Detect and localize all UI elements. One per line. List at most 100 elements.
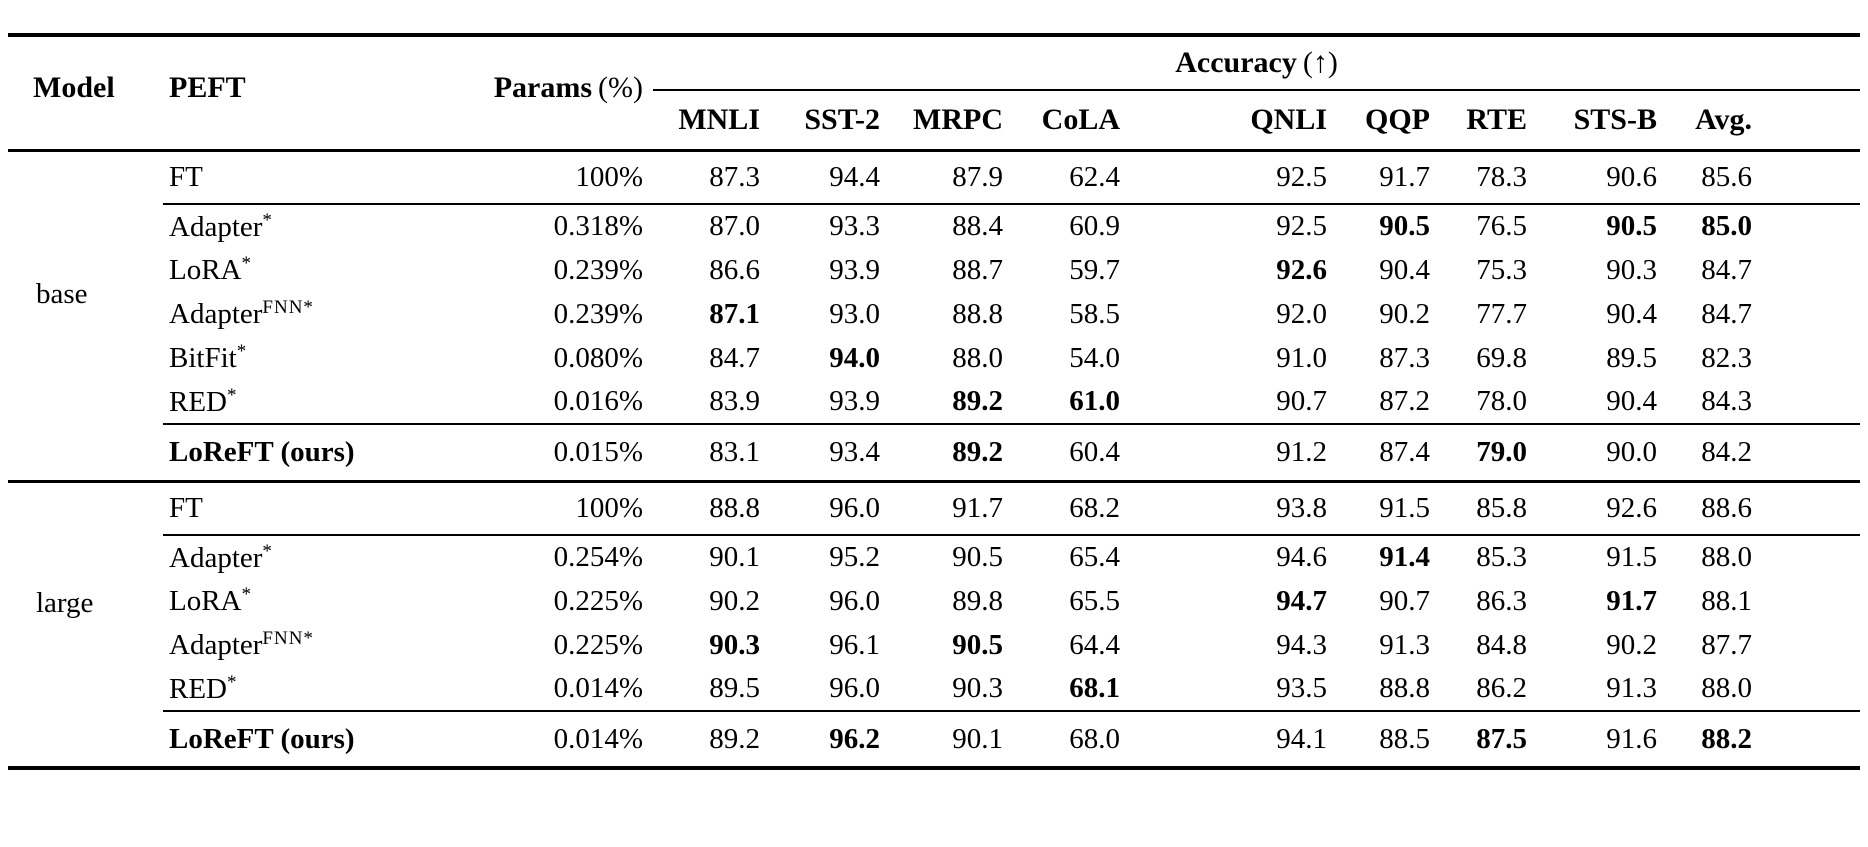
score-cell: 87.3 bbox=[1379, 341, 1430, 374]
score-cell: 68.1 bbox=[1069, 672, 1120, 705]
params-value: 0.014% bbox=[408, 710, 653, 770]
score-cell: 76.5 bbox=[1476, 210, 1527, 243]
params-value: 0.318% bbox=[553, 210, 643, 243]
score-cell: 62.4 bbox=[1021, 150, 1138, 205]
column-header-sst2: SST-2 bbox=[778, 90, 898, 152]
score-cell: 60.4 bbox=[1021, 423, 1138, 483]
results-table: Model PEFT Params (%) Accuracy (↑) MNLI SS… bbox=[8, 33, 1861, 770]
table-row: Adapter* 0.254% 90.1 95.2 90.5 65.4 94.6 91.4 85… bbox=[8, 535, 1860, 579]
peft-method-name: Adapter* bbox=[169, 209, 273, 243]
peft-method-name: FT bbox=[163, 150, 408, 205]
score-cell: 90.6 bbox=[1545, 150, 1675, 205]
superscript-marker: * bbox=[241, 584, 252, 606]
score-cell: 84.7 bbox=[1701, 253, 1753, 286]
header-row-top: Model PEFT Params (%) Accuracy (↑) bbox=[8, 35, 1861, 152]
score-cell: 91.2 bbox=[1138, 423, 1345, 483]
params-unit: (%) bbox=[598, 71, 643, 104]
params-value: 0.014% bbox=[553, 672, 643, 705]
score-cell: 91.7 bbox=[898, 481, 1021, 536]
superscript-marker: * bbox=[227, 384, 238, 406]
peft-method-name: RED* bbox=[169, 671, 238, 705]
score-cell: 91.4 bbox=[1379, 541, 1430, 574]
superscript-marker: * bbox=[227, 671, 238, 693]
score-cell: 90.5 bbox=[952, 628, 1003, 661]
score-cell: 91.7 bbox=[1606, 584, 1657, 617]
score-cell: 68.2 bbox=[1021, 481, 1138, 536]
score-cell: 94.0 bbox=[829, 341, 880, 374]
column-header-qqp: QQP bbox=[1345, 90, 1448, 152]
score-cell: 68.0 bbox=[1021, 710, 1138, 770]
superscript-marker: FNN* bbox=[262, 628, 314, 650]
score-cell: 90.2 bbox=[1606, 628, 1657, 661]
score-cell: 96.1 bbox=[829, 628, 880, 661]
superscript-marker: * bbox=[262, 540, 273, 562]
header-row-tasks: MNLI SST-2 MRPC CoLA QNLI QQP RTE STS-B … bbox=[8, 90, 1861, 152]
table-row: BitFit* 0.080% 84.7 94.0 88.0 54.0 91.0 87.3 69.… bbox=[8, 336, 1860, 380]
peft-method-name: AdapterFNN* bbox=[169, 628, 314, 662]
table-body: base FT 100% 87.3 94.4 87.9 62.4 92.5 91.7 78.3 90… bbox=[8, 150, 1861, 770]
score-cell: 69.8 bbox=[1476, 341, 1527, 374]
score-cell: 92.5 bbox=[1276, 210, 1327, 243]
score-cell: 86.3 bbox=[1476, 584, 1527, 617]
score-cell: 91.5 bbox=[1345, 481, 1448, 536]
column-header-rte: RTE bbox=[1448, 90, 1545, 152]
score-cell: 88.1 bbox=[1701, 584, 1753, 617]
column-header-cola: CoLA bbox=[1021, 90, 1138, 152]
score-cell: 84.7 bbox=[1701, 297, 1753, 330]
peft-method-name: LoReFT (ours) bbox=[163, 710, 408, 770]
score-cell: 89.5 bbox=[709, 672, 760, 705]
column-header-model: Model bbox=[8, 35, 163, 152]
superscript-marker: * bbox=[236, 341, 248, 363]
column-header-mrpc: MRPC bbox=[898, 90, 1021, 152]
score-cell: 90.2 bbox=[709, 584, 760, 617]
score-cell: 65.4 bbox=[1069, 541, 1120, 574]
params-value: 0.239% bbox=[553, 297, 643, 330]
peft-method-name: LoReFT (ours) bbox=[163, 423, 408, 483]
params-value: 0.080% bbox=[553, 341, 643, 374]
score-cell: 88.8 bbox=[653, 481, 778, 536]
score-cell: 88.4 bbox=[952, 210, 1003, 243]
score-cell: 89.2 bbox=[952, 385, 1003, 418]
score-cell: 91.0 bbox=[1276, 341, 1327, 374]
peft-method-name: LoRA* bbox=[169, 584, 252, 618]
table-row: RED* 0.016% 83.9 93.9 89.2 61.0 90.7 87.2 78.0 90… bbox=[8, 380, 1860, 424]
score-cell: 85.0 bbox=[1701, 210, 1753, 243]
score-cell: 78.3 bbox=[1448, 150, 1545, 205]
score-cell: 88.6 bbox=[1675, 481, 1861, 536]
score-cell: 88.0 bbox=[952, 341, 1003, 374]
score-cell: 85.6 bbox=[1675, 150, 1861, 205]
superscript-marker: FNN* bbox=[262, 297, 314, 319]
score-cell: 84.7 bbox=[709, 341, 760, 374]
score-cell: 96.2 bbox=[778, 710, 898, 770]
column-header-peft: PEFT bbox=[163, 35, 408, 152]
score-cell: 88.8 bbox=[952, 297, 1003, 330]
score-cell: 91.5 bbox=[1606, 541, 1657, 574]
params-value: 0.225% bbox=[553, 628, 643, 661]
table-row: base FT 100% 87.3 94.4 87.9 62.4 92.5 91.7 78.3 90… bbox=[8, 150, 1861, 483]
score-cell: 96.0 bbox=[829, 584, 880, 617]
score-cell: 79.0 bbox=[1448, 423, 1545, 483]
score-cell: 82.3 bbox=[1701, 341, 1753, 374]
score-cell: 59.7 bbox=[1069, 253, 1120, 286]
score-cell: 86.6 bbox=[709, 253, 760, 286]
score-cell: 92.5 bbox=[1138, 150, 1345, 205]
params-label: Params bbox=[493, 71, 593, 104]
column-header-params: Params (%) bbox=[408, 35, 653, 152]
score-cell: 86.2 bbox=[1476, 672, 1527, 705]
score-cell: 88.2 bbox=[1675, 710, 1861, 770]
table-row: LoReFT (ours) 0.014% 89.2 96.2 90.1 68.0 94.1 8… bbox=[8, 710, 1861, 770]
score-cell: 92.0 bbox=[1276, 297, 1327, 330]
score-cell: 90.3 bbox=[952, 672, 1003, 705]
score-cell: 75.3 bbox=[1476, 253, 1527, 286]
params-value: 0.015% bbox=[408, 423, 653, 483]
score-cell: 93.0 bbox=[829, 297, 880, 330]
score-cell: 96.0 bbox=[829, 672, 880, 705]
column-header-accuracy: Accuracy (↑) bbox=[653, 35, 1861, 91]
score-cell: 93.5 bbox=[1276, 672, 1327, 705]
score-cell: 87.5 bbox=[1448, 710, 1545, 770]
score-cell: 90.4 bbox=[1606, 385, 1657, 418]
params-value: 0.254% bbox=[553, 541, 643, 574]
score-cell: 85.8 bbox=[1448, 481, 1545, 536]
score-cell: 94.3 bbox=[1276, 628, 1327, 661]
peft-method-name: LoRA* bbox=[169, 253, 252, 287]
